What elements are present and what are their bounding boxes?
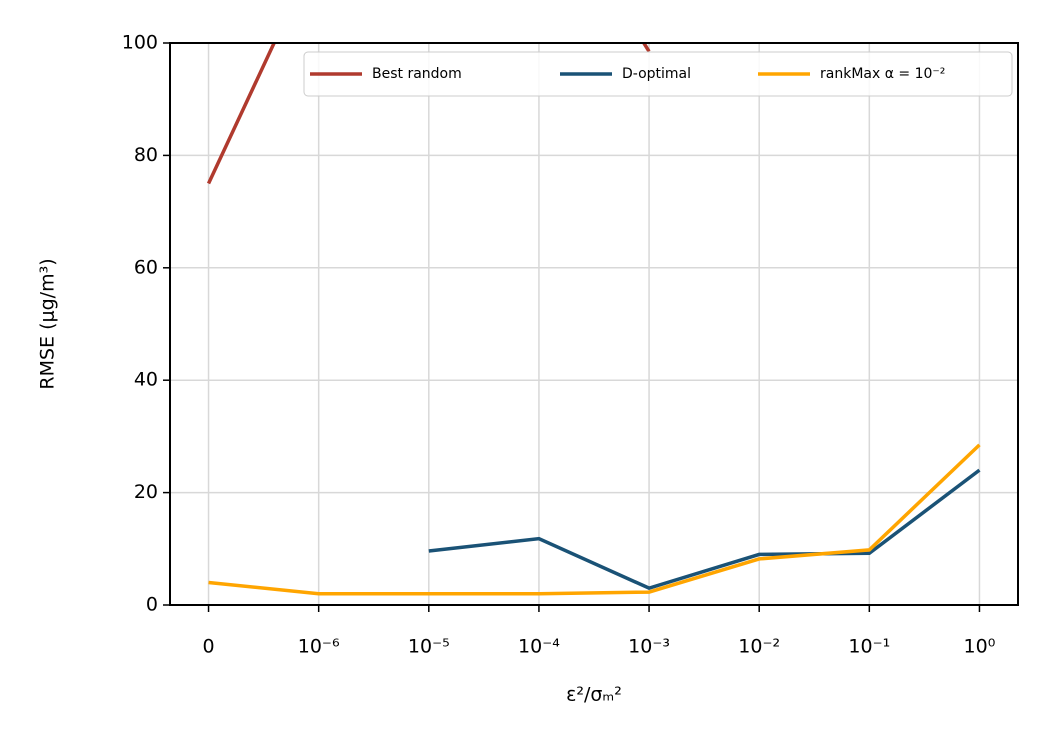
y-axis-label: RMSE (μg/m³) — [37, 258, 59, 389]
legend-label: rankMax α = 10⁻² — [820, 66, 945, 82]
x-axis-label: ε²/σₘ² — [566, 684, 622, 706]
plot-frame — [169, 42, 1019, 606]
x-tick-label: 10⁻² — [738, 636, 780, 658]
y-tick-label: 40 — [134, 369, 158, 391]
x-tick-label: 10⁰ — [964, 636, 996, 658]
y-tick-label: 60 — [134, 256, 158, 278]
x-tick-label: 10⁻¹ — [848, 636, 890, 658]
y-tick-label: 20 — [134, 481, 158, 503]
y-tick-label: 0 — [146, 594, 158, 616]
x-tick-label: 10⁻⁴ — [518, 636, 560, 658]
y-tick-label: 80 — [134, 144, 158, 166]
legend-label: Best random — [372, 66, 462, 82]
series-line — [208, 443, 981, 596]
x-tick-label: 10⁻⁵ — [408, 636, 450, 658]
y-tick-label: 100 — [122, 32, 158, 54]
x-tick-label: 10⁻⁶ — [298, 636, 340, 658]
x-tick-label: 10⁻³ — [628, 636, 670, 658]
x-tick-label: 0 — [202, 636, 214, 658]
series-line — [428, 468, 981, 591]
legend-label: D-optimal — [622, 66, 691, 82]
legend-box — [303, 51, 1013, 97]
